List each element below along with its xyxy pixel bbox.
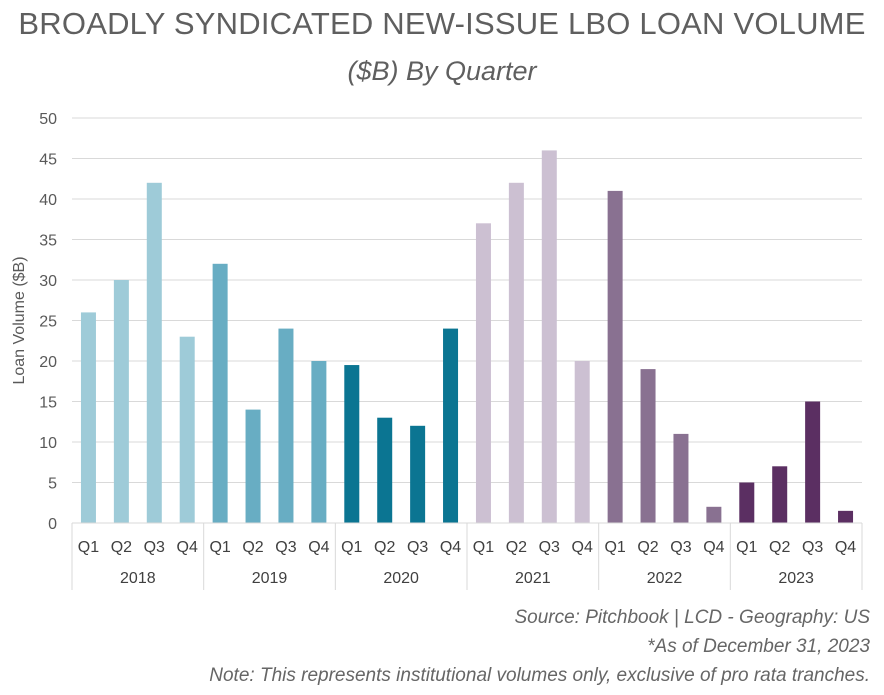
- x-tick-label: Q3: [802, 539, 823, 556]
- y-tick-label: 45: [39, 152, 57, 169]
- as-of-note: *As of December 31, 2023: [647, 636, 870, 657]
- y-tick-label: 10: [39, 435, 57, 452]
- bar-2018-q4: [179, 336, 195, 523]
- x-tick-label: Q4: [440, 539, 461, 556]
- bar-2018-q3: [146, 182, 162, 524]
- x-tick-label: Q1: [341, 539, 362, 556]
- x-tick-label: Q2: [242, 539, 263, 556]
- x-tick-label: Q3: [407, 539, 428, 556]
- bar-2018-q1: [80, 312, 96, 523]
- x-tick-label: Q4: [572, 539, 593, 556]
- x-tick-label: Q2: [637, 539, 658, 556]
- x-tick-label: Q1: [78, 539, 99, 556]
- x-tick-label: Q3: [539, 539, 560, 556]
- bar-2023-q2: [772, 466, 788, 523]
- bar-2020-q3: [410, 425, 426, 523]
- y-tick-label: 50: [39, 111, 57, 128]
- y-tick-label: 15: [39, 395, 57, 412]
- y-tick-label: 0: [48, 516, 57, 533]
- bar-2021-q2: [508, 182, 524, 524]
- bar-2019-q2: [245, 409, 261, 523]
- bar-2019-q1: [212, 263, 228, 523]
- bar-2022-q1: [607, 190, 623, 523]
- chart-notes: Source: Pitchbook | LCD - Geography: US …: [209, 603, 870, 690]
- bar-2023-q3: [805, 401, 821, 523]
- x-tick-label: Q4: [703, 539, 724, 556]
- footnote: Note: This represents institutional volu…: [209, 665, 870, 686]
- x-tick-label: Q3: [670, 539, 691, 556]
- x-tick-label: Q2: [506, 539, 527, 556]
- bar-2021-q1: [475, 223, 491, 524]
- bar-2020-q2: [377, 417, 393, 523]
- bar-2022-q4: [706, 506, 722, 523]
- bar-2019-q3: [278, 328, 294, 523]
- year-label: 2021: [515, 570, 551, 587]
- bar-2018-q2: [113, 280, 129, 523]
- bar-2022-q2: [640, 369, 656, 523]
- bar-2020-q1: [344, 365, 360, 523]
- bar-2023-q4: [838, 510, 854, 523]
- x-tick-label: Q2: [769, 539, 790, 556]
- bar-2019-q4: [311, 361, 327, 523]
- year-label: 2022: [647, 570, 683, 587]
- bar-2020-q4: [443, 328, 459, 523]
- y-tick-label: 5: [48, 476, 57, 493]
- bar-2021-q4: [574, 361, 590, 523]
- y-axis-label: Loan Volume ($B): [11, 256, 28, 384]
- y-tick-label: 25: [39, 314, 57, 331]
- x-tick-label: Q4: [308, 539, 329, 556]
- x-tick-label: Q1: [473, 539, 494, 556]
- x-tick-label: Q2: [374, 539, 395, 556]
- year-label: 2020: [383, 570, 419, 587]
- bar-chart: 0 5 10 15 20 25 30 35 40 45 50 Loan Volume ($B) Q1 Q2…: [11, 111, 863, 590]
- y-tick-label: 35: [39, 233, 57, 250]
- chart-subtitle: ($B) By Quarter: [347, 56, 537, 86]
- x-tick-label: Q2: [111, 539, 132, 556]
- x-tick-label: Q3: [144, 539, 165, 556]
- x-tick-label: Q1: [209, 539, 230, 556]
- y-tick-label: 30: [39, 273, 57, 290]
- y-tick-label: 40: [39, 192, 57, 209]
- bar-2021-q3: [541, 150, 557, 523]
- x-tick-label: Q1: [604, 539, 625, 556]
- year-label: 2019: [252, 570, 288, 587]
- x-tick-label: Q4: [177, 539, 198, 556]
- bar-2023-q1: [739, 482, 755, 523]
- chart-title: BROADLY SYNDICATED NEW-ISSUE LBO LOAN VO…: [18, 6, 866, 41]
- x-tick-label: Q3: [275, 539, 296, 556]
- x-tick-label: Q1: [736, 539, 757, 556]
- y-tick-label: 20: [39, 354, 57, 371]
- year-label: 2023: [778, 570, 814, 587]
- x-tick-label: Q4: [835, 539, 856, 556]
- year-label: 2018: [120, 570, 156, 587]
- bar-2022-q3: [673, 433, 689, 523]
- source-note: Source: Pitchbook | LCD - Geography: US: [514, 607, 870, 628]
